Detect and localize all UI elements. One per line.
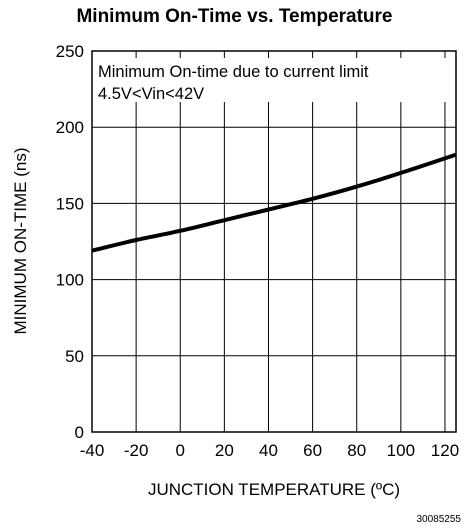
- y-tick-label: 0: [75, 423, 84, 442]
- tick-labels: -40 -20 0 20 40 60 80 100 120 0 50 100 150 200 250: [56, 42, 460, 460]
- grid-lines: [92, 51, 456, 432]
- y-tick-label: 200: [56, 118, 84, 137]
- x-tick-label: 120: [431, 441, 459, 460]
- y-tick-label: 150: [56, 194, 84, 213]
- series-line: [91, 152, 457, 253]
- chart-title: Minimum On-Time vs. Temperature: [76, 6, 393, 27]
- x-tick-label: -40: [80, 441, 105, 460]
- x-axis-label: JUNCTION TEMPERATURE (ºC): [148, 480, 400, 499]
- y-tick-label: 100: [56, 271, 84, 290]
- x-tick-label: 100: [387, 441, 415, 460]
- x-tick-label: 40: [259, 441, 278, 460]
- annotation-background: [95, 58, 446, 102]
- y-axis-label: MINIMUM ON-TIME (ns): [11, 148, 30, 335]
- y-tick-label: 250: [56, 42, 84, 61]
- x-tick-label: 60: [303, 441, 322, 460]
- annotation-line-2: 4.5V<Vin<42V: [98, 85, 204, 103]
- x-tick-label: 20: [215, 441, 234, 460]
- plot-frame: [91, 50, 457, 433]
- figure-id: 30085255: [416, 514, 462, 525]
- x-tick-label: 0: [176, 441, 185, 460]
- y-tick-label: 50: [65, 347, 84, 366]
- annotation-line-1: Minimum On-time due to current limit: [98, 63, 369, 81]
- x-tick-label: -20: [124, 441, 149, 460]
- x-tick-label: 80: [347, 441, 366, 460]
